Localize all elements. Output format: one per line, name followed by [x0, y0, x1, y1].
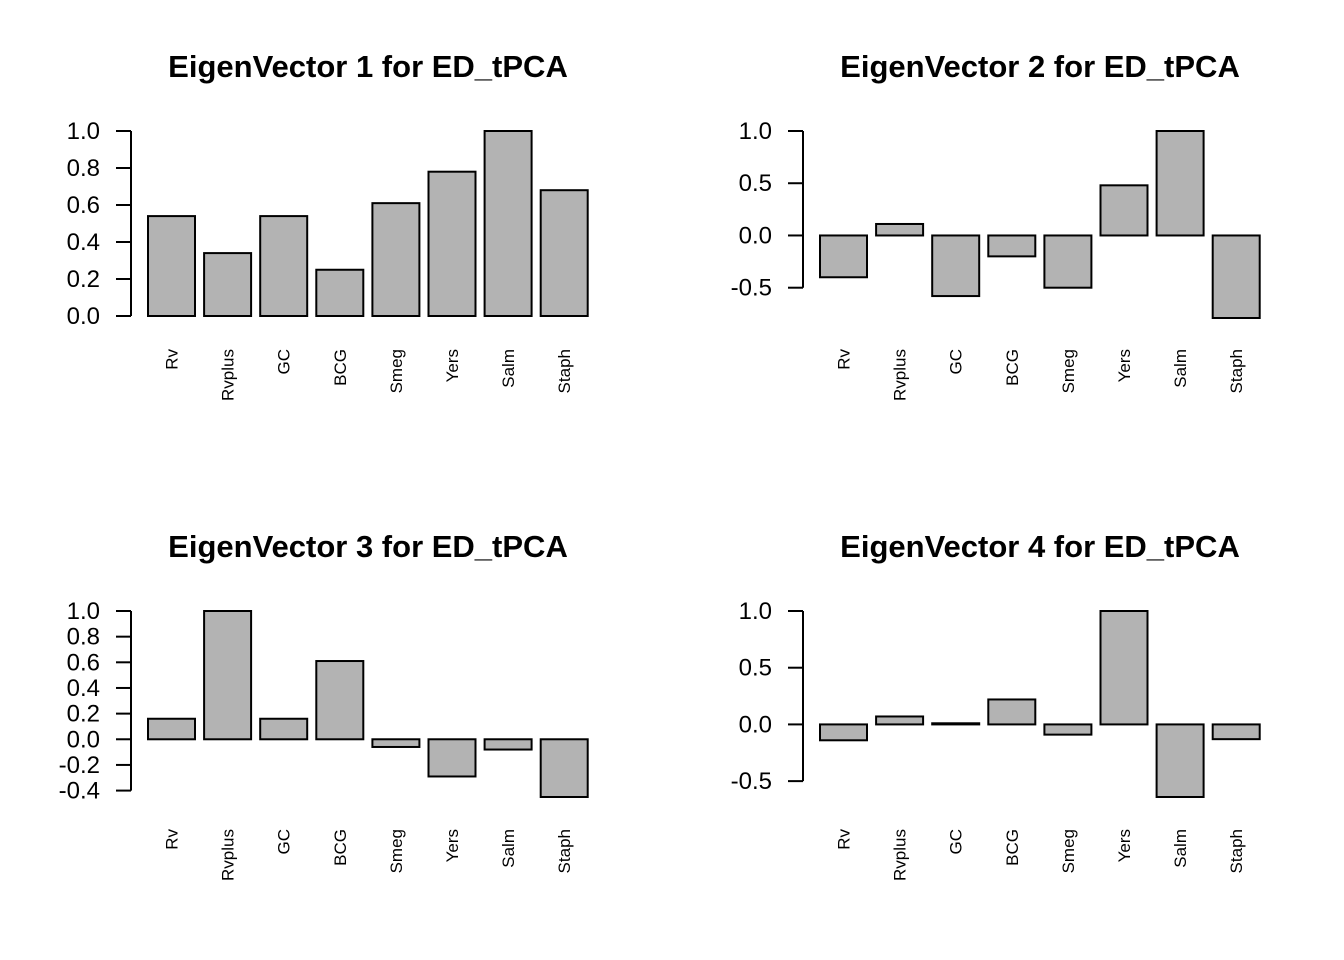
bar-rvplus [203, 610, 253, 741]
bar-yers [1099, 610, 1149, 726]
bar-smeg [371, 202, 421, 317]
x-tick-label: GC [275, 349, 294, 375]
x-tick-label: Staph [1227, 349, 1246, 393]
y-tick-label: 0.0 [67, 726, 100, 753]
chart-title: EigenVector 2 for ED_tPCA [840, 49, 1240, 84]
x-tick-label: BCG [331, 829, 350, 866]
y-tick-label: 0.4 [67, 229, 100, 256]
x-tick-label: Rvplus [891, 829, 910, 881]
y-tick-label: 0.0 [739, 222, 772, 249]
bar-gc [931, 722, 981, 726]
bar-smeg [1043, 234, 1093, 289]
bar-gc [259, 717, 309, 741]
y-tick-label: 1.0 [739, 118, 772, 145]
chart-title: EigenVector 1 for ED_tPCA [168, 49, 568, 84]
chart-title: EigenVector 4 for ED_tPCA [840, 529, 1240, 564]
y-tick-label: 1.0 [67, 598, 100, 625]
chart-panel-3: EigenVector 3 for ED_tPCA-0.4-0.20.00.20… [59, 529, 589, 881]
bar-bcg [315, 268, 365, 317]
x-tick-label: Salm [499, 349, 518, 388]
bar-salm [1155, 130, 1205, 237]
bar-staph [1211, 723, 1261, 741]
y-tick-label: 0.6 [67, 649, 100, 676]
bar-gc [259, 215, 309, 318]
x-tick-label: Rv [163, 349, 182, 370]
y-tick-label: -0.4 [59, 778, 100, 805]
bar-yers [427, 738, 477, 778]
bar-salm [483, 130, 533, 317]
bar-smeg [1043, 723, 1093, 736]
bar-rv [819, 234, 868, 279]
bar-gc [931, 234, 981, 298]
bar-bcg [987, 234, 1037, 258]
bar-rvplus [875, 222, 925, 237]
y-tick-label: 0.5 [739, 170, 772, 197]
bar-salm [483, 738, 533, 751]
y-tick-label: 0.5 [739, 655, 772, 682]
y-tick-label: 0.8 [67, 624, 100, 651]
x-tick-label: Rvplus [219, 349, 238, 401]
bar-staph [539, 189, 589, 317]
x-tick-label: Smeg [387, 829, 406, 873]
bar-rv [147, 717, 196, 741]
y-tick-label: 1.0 [739, 598, 772, 625]
bar-staph [1211, 234, 1261, 319]
x-tick-label: Smeg [1059, 349, 1078, 393]
x-tick-label: BCG [331, 349, 350, 386]
chart-panel-2: EigenVector 2 for ED_tPCA -0.5 0.0 0.5 1.0 Rv… [731, 49, 1261, 401]
bar-rvplus [875, 715, 925, 726]
y-tick-label: -0.5 [731, 768, 772, 795]
x-tick-label: GC [947, 829, 966, 855]
x-tick-label: Yers [1115, 349, 1134, 382]
y-tick-label: 0.0 [67, 303, 100, 330]
x-tick-label: Yers [443, 349, 462, 382]
chart-title: EigenVector 3 for ED_tPCA [168, 529, 568, 564]
x-tick-label: Salm [1171, 349, 1190, 388]
x-tick-label: Staph [555, 829, 574, 873]
x-tick-label: Rvplus [891, 349, 910, 401]
x-tick-label: Rvplus [219, 829, 238, 881]
x-tick-label: Staph [555, 349, 574, 393]
bar-rv [819, 723, 868, 742]
bar-rv [147, 215, 196, 318]
x-tick-label: Smeg [387, 349, 406, 393]
x-tick-label: BCG [1003, 829, 1022, 866]
bar-rvplus [203, 252, 253, 318]
bar-bcg [987, 698, 1037, 726]
y-tick-label: 0.8 [67, 155, 100, 182]
bar-staph [539, 738, 589, 799]
y-tick-label: -0.2 [59, 752, 100, 779]
y-tick-label: 0.2 [67, 266, 100, 293]
y-tick-label: 1.0 [67, 118, 100, 145]
x-tick-label: Rv [835, 829, 854, 850]
x-tick-label: Rv [163, 829, 182, 850]
y-tick-label: -0.5 [731, 275, 772, 302]
bar-bcg [315, 660, 365, 741]
chart-panel-1: EigenVector 1 for ED_tPCA 0.0 0.2 0.4 0.6 0.8… [67, 49, 589, 401]
x-tick-label: Salm [499, 829, 518, 868]
bar-yers [1099, 184, 1149, 237]
x-tick-label: Rv [835, 349, 854, 370]
x-tick-label: GC [947, 349, 966, 375]
x-tick-label: Salm [1171, 829, 1190, 868]
chart-panel-4: EigenVector 4 for ED_tPCA -0.5 0.0 0.5 1.0 Rv… [731, 529, 1261, 881]
x-tick-label: Yers [443, 829, 462, 862]
x-tick-label: Smeg [1059, 829, 1078, 873]
bar-smeg [371, 738, 421, 748]
y-tick-label: 0.0 [739, 711, 772, 738]
x-tick-label: Yers [1115, 829, 1134, 862]
x-tick-label: BCG [1003, 349, 1022, 386]
y-tick-label: 0.2 [67, 701, 100, 728]
bar-yers [427, 170, 477, 317]
bar-salm [1155, 723, 1205, 798]
x-tick-label: GC [275, 829, 294, 855]
y-tick-label: 0.6 [67, 192, 100, 219]
x-tick-label: Staph [1227, 829, 1246, 873]
y-tick-label: 0.4 [67, 675, 100, 702]
